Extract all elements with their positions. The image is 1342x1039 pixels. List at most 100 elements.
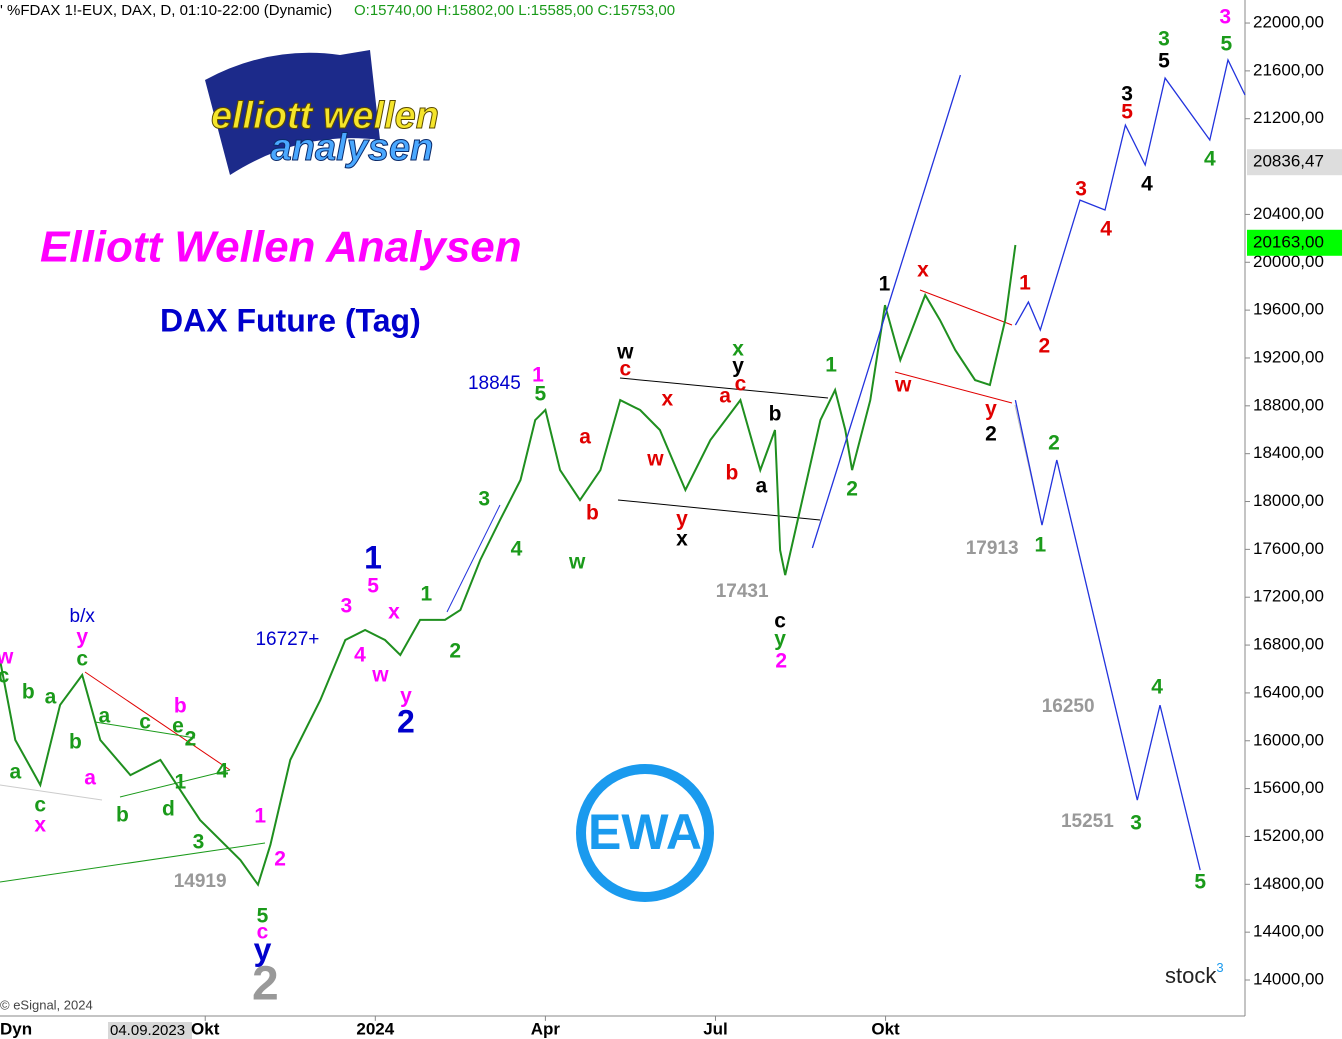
wave-label: 1: [1019, 272, 1031, 295]
logo: elliott wellen analysen: [205, 50, 440, 175]
wave-label: b: [174, 695, 187, 718]
wave-label: 14919: [174, 871, 227, 892]
wave-label: e: [172, 715, 184, 738]
wave-label: y: [774, 628, 786, 651]
wave-label: 1: [1034, 534, 1046, 557]
wave-label: 4: [354, 644, 366, 667]
trendlines: [0, 289, 1043, 883]
wave-label: w: [646, 448, 664, 471]
wave-label: y: [76, 626, 88, 649]
trendline: [84, 671, 231, 771]
wave-label: 3: [1219, 6, 1231, 29]
forecast-line: [1014, 399, 1201, 871]
y-tick-label: 16800,00: [1253, 635, 1324, 654]
price-marker-label: 20163,00: [1253, 232, 1324, 251]
y-tick-label: 22000,00: [1253, 13, 1324, 32]
wave-label: 5: [534, 383, 546, 406]
trendline: [617, 499, 821, 521]
wave-label: x: [661, 388, 673, 411]
forecast-line: [811, 74, 962, 549]
wave-label: x: [388, 601, 400, 624]
y-tick-label: 19600,00: [1253, 300, 1324, 319]
badge-ring: [576, 764, 714, 902]
wave-label: b: [22, 681, 35, 704]
wave-label: a: [756, 475, 768, 498]
wave-label: x: [34, 814, 46, 837]
wave-label: a: [579, 426, 591, 449]
wave-label: 2: [1048, 432, 1060, 455]
wave-label: b/x: [70, 606, 96, 627]
y-tick-label: 17200,00: [1253, 587, 1324, 606]
footer-date: 04.09.2023: [110, 1022, 185, 1039]
trendline: [94, 721, 196, 739]
brand: stock3: [1165, 960, 1224, 987]
wave-label: c: [257, 921, 269, 944]
y-tick-label: 16000,00: [1253, 730, 1324, 749]
badge-text: EWA: [588, 804, 702, 860]
trendline: [446, 504, 501, 613]
wave-label: x: [917, 259, 929, 282]
y-tick-label: 14000,00: [1253, 969, 1324, 988]
wave-label: 2: [252, 958, 279, 1011]
price-marker-box: [1247, 229, 1342, 256]
wave-label: 5: [1121, 101, 1133, 124]
chart-title: Elliott Wellen Analysen: [40, 223, 522, 272]
price-marker-label: 20836,47: [1253, 152, 1324, 171]
y-tick-label: 18000,00: [1253, 491, 1324, 510]
brand-sup: 3: [1216, 960, 1223, 975]
trendline: [0, 784, 103, 801]
header-symbol: ' %FDAX 1!-EUX, DAX, D, 01:10-22:00 (Dyn…: [0, 2, 332, 19]
wave-label: 2: [846, 478, 858, 501]
trendline: [894, 371, 1013, 404]
wave-label: 2: [185, 728, 197, 751]
price-marker-box: [1247, 149, 1342, 176]
wave-label: 3: [478, 488, 490, 511]
wave-label: b: [69, 731, 82, 754]
wave-label: y: [676, 508, 688, 531]
wave-label: b: [116, 804, 129, 827]
wave-label: 2: [1038, 335, 1050, 358]
wave-label: c: [34, 794, 46, 817]
wave-label: 16727+: [255, 629, 319, 650]
wave-label: 2: [985, 423, 997, 446]
y-tick-label: 16400,00: [1253, 682, 1324, 701]
y-tick-label: 20000,00: [1253, 252, 1324, 271]
y-tick-label: 20400,00: [1253, 204, 1324, 223]
wave-label: b: [726, 462, 739, 485]
wave-label: 3: [341, 595, 353, 618]
wave-label: a: [45, 686, 57, 709]
wave-label: 3: [1075, 178, 1087, 201]
wave-label: w: [371, 664, 389, 687]
y-tick-label: 15600,00: [1253, 778, 1324, 797]
wave-label: 1: [254, 805, 266, 828]
copyright: © eSignal, 2024: [0, 997, 93, 1012]
x-tick-label: Apr: [531, 1019, 561, 1038]
wave-label: w: [894, 374, 912, 397]
trendline: [919, 289, 1013, 326]
wave-label: c: [619, 358, 631, 381]
wave-label: 2: [397, 703, 415, 739]
wave-label: 3: [1130, 812, 1142, 835]
wave-label: 5: [367, 575, 379, 598]
wave-label: 17913: [966, 538, 1019, 559]
forecast-line: [1014, 58, 1246, 332]
wave-label: 4: [1141, 173, 1153, 196]
wave-label: 1: [420, 583, 432, 606]
wave-label: 1: [174, 771, 186, 794]
wave-label: 1: [879, 273, 891, 296]
trendline: [0, 842, 266, 883]
y-tick-label: 18800,00: [1253, 395, 1324, 414]
wave-label: 2: [274, 848, 286, 871]
chart-subtitle: DAX Future (Tag): [160, 302, 421, 338]
wave-label: 1: [532, 364, 544, 387]
wave-label: 3: [1158, 28, 1170, 51]
wave-label: 15251: [1061, 811, 1114, 832]
wave-label: 4: [1204, 148, 1216, 171]
y-tick-label: 21200,00: [1253, 108, 1324, 127]
y-tick-label: 19200,00: [1253, 347, 1324, 366]
wave-label: 4: [1151, 676, 1163, 699]
wave-label: a: [9, 761, 21, 784]
wave-label: 2: [775, 650, 787, 673]
wave-label: x: [676, 528, 688, 551]
logo-line2: analysen: [271, 127, 434, 169]
